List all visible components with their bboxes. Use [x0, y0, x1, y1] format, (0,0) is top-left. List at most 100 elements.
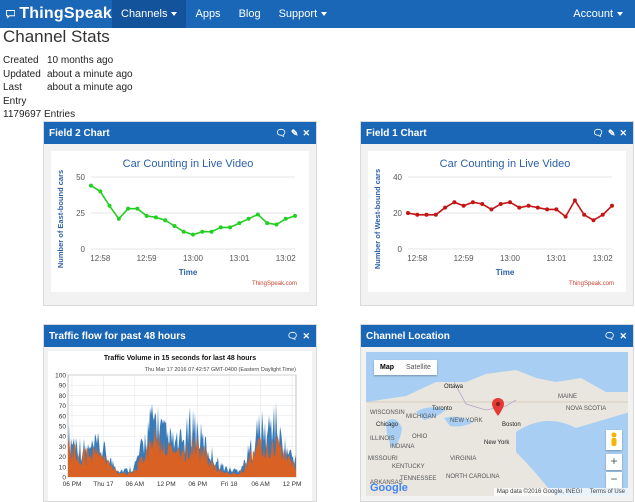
field1-line-chart: Car Counting in Live Video 0 20 40 12:58 12:5…	[368, 151, 626, 292]
nav-channels[interactable]: Channels	[112, 0, 187, 28]
comment-icon[interactable]: 🗨	[604, 330, 616, 341]
y-tick-label: 20	[393, 209, 402, 218]
x-tick-label: 12:58	[90, 254, 111, 263]
data-point	[144, 213, 149, 218]
street-view-pegman-icon[interactable]	[606, 430, 622, 450]
x-tick-label: 13:01	[546, 254, 567, 263]
y-tick-label: 30	[59, 444, 67, 451]
chart-title: Traffic Volume in 15 seconds for last 48…	[104, 355, 256, 362]
map-type-satellite[interactable]: Satellite	[406, 364, 431, 371]
panel-title: Channel Location	[366, 330, 450, 342]
y-tick-label: 40	[59, 434, 67, 441]
close-icon[interactable]: ✕	[302, 127, 310, 138]
data-point	[433, 212, 438, 217]
data-point	[237, 221, 242, 226]
map-type-map[interactable]: Map	[380, 364, 394, 371]
x-tick-label: 13:02	[593, 254, 614, 263]
y-tick-label: 40	[393, 173, 402, 182]
panel-tools: 🗨 ✕	[604, 331, 633, 342]
comment-icon[interactable]: 🗨	[592, 127, 604, 138]
data-point	[406, 211, 410, 215]
panel-header: Traffic flow for past 48 hours 🗨 ✕	[44, 325, 316, 347]
data-point	[610, 203, 614, 208]
data-point	[489, 207, 494, 212]
map-label: Chicago	[376, 422, 399, 428]
data-point	[265, 221, 270, 226]
nav-apps-label: Apps	[195, 8, 221, 20]
comment-icon[interactable]: 🗨	[275, 127, 287, 138]
google-logo: Google	[370, 482, 408, 494]
close-icon[interactable]: ✕	[302, 330, 310, 341]
y-axis-label: Number of West-bound cars	[373, 169, 382, 269]
map-terrain	[366, 370, 628, 496]
map-label: ILLINOIS	[370, 436, 395, 442]
nav-blog[interactable]: Blog	[230, 0, 270, 28]
data-point	[600, 212, 605, 217]
map-marker-icon[interactable]	[492, 398, 504, 416]
location-map[interactable]: Ottawa MAINE Toronto NOVA SCOTIA NEW YOR…	[366, 352, 628, 496]
data-point	[191, 232, 195, 237]
zoom-out-button[interactable]: −	[606, 472, 622, 488]
x-tick-label: 13:00	[500, 254, 521, 263]
panel-title: Field 2 Chart	[49, 127, 110, 139]
data-point	[470, 200, 475, 205]
data-point	[554, 207, 559, 212]
y-tick-label: 90	[59, 383, 67, 390]
panel-title: Traffic flow for past 48 hours	[49, 330, 186, 342]
data-point	[153, 215, 158, 220]
data-point	[135, 206, 140, 211]
brand-link[interactable]: ThingSpeak	[0, 0, 112, 28]
stat-value: 10 months ago	[47, 55, 114, 66]
data-point	[200, 229, 205, 234]
panel-body: Ottawa MAINE Toronto NOVA SCOTIA NEW YOR…	[361, 347, 633, 501]
x-axis-label: Time	[496, 268, 515, 277]
chevron-down-icon	[171, 12, 178, 16]
nav-account[interactable]: Account	[564, 0, 635, 28]
data-point	[89, 183, 93, 188]
y-tick-label: 100	[55, 373, 66, 380]
pencil-icon[interactable]: ✎	[607, 127, 616, 138]
x-axis-label: Time	[179, 268, 198, 277]
panel-header: Field 2 Chart 🗨 ✎ ✕	[44, 122, 316, 144]
nav-apps[interactable]: Apps	[186, 0, 229, 28]
entries-count: 1179697 Entries	[3, 109, 76, 120]
x-tick-label: 12:58	[407, 254, 428, 263]
map-label: VIRGINIA	[450, 456, 477, 462]
traffic-chart-panel: Traffic flow for past 48 hours 🗨 ✕ Traff…	[43, 324, 317, 502]
x-tick-label: 06 AM	[126, 481, 144, 488]
comment-icon[interactable]: 🗨	[287, 330, 299, 341]
close-icon[interactable]: ✕	[619, 127, 627, 138]
y-tick-label: 60	[59, 413, 67, 420]
nav-support[interactable]: Support	[270, 0, 337, 28]
terms-link[interactable]: Terms of Use	[589, 489, 625, 495]
data-point	[228, 225, 233, 230]
y-tick-label: 0	[62, 475, 66, 482]
chart-title: Car Counting in Live Video	[440, 158, 571, 170]
data-point	[293, 213, 297, 218]
stat-value: about a minute ago	[47, 82, 133, 93]
map-label: NOVA SCOTIA	[566, 406, 607, 412]
stat-label: Updated	[3, 68, 41, 80]
chat-bubble-logo-icon	[6, 10, 16, 19]
panel-tools: 🗨 ✕	[287, 331, 316, 342]
close-icon[interactable]: ✕	[619, 330, 627, 341]
map-label: Ottawa	[444, 384, 464, 390]
stat-created: Created 10 months ago	[3, 54, 133, 68]
map-label: INDIANA	[390, 444, 415, 450]
field1-chart-panel: Field 1 Chart 🗨 ✎ ✕ Car Counting in Live…	[360, 121, 634, 306]
y-tick-label: 0	[81, 245, 86, 254]
zoom-in-button[interactable]: +	[606, 454, 622, 470]
x-tick-label: 12 PM	[157, 481, 176, 488]
map-label: TENNESSEE	[400, 476, 437, 482]
data-point	[424, 212, 429, 217]
page-title: Channel Stats	[3, 27, 110, 46]
stat-last-entry: Last Entry about a minute ago	[3, 81, 133, 108]
data-point	[163, 218, 168, 223]
pencil-icon[interactable]: ✎	[290, 127, 299, 138]
panel-tools: 🗨 ✎ ✕	[275, 128, 316, 139]
data-point	[246, 216, 251, 221]
data-point	[107, 203, 112, 208]
map-label: Toronto	[432, 406, 453, 412]
x-tick-label: 06 PM	[63, 481, 82, 488]
x-tick-label: 13:01	[229, 254, 250, 263]
